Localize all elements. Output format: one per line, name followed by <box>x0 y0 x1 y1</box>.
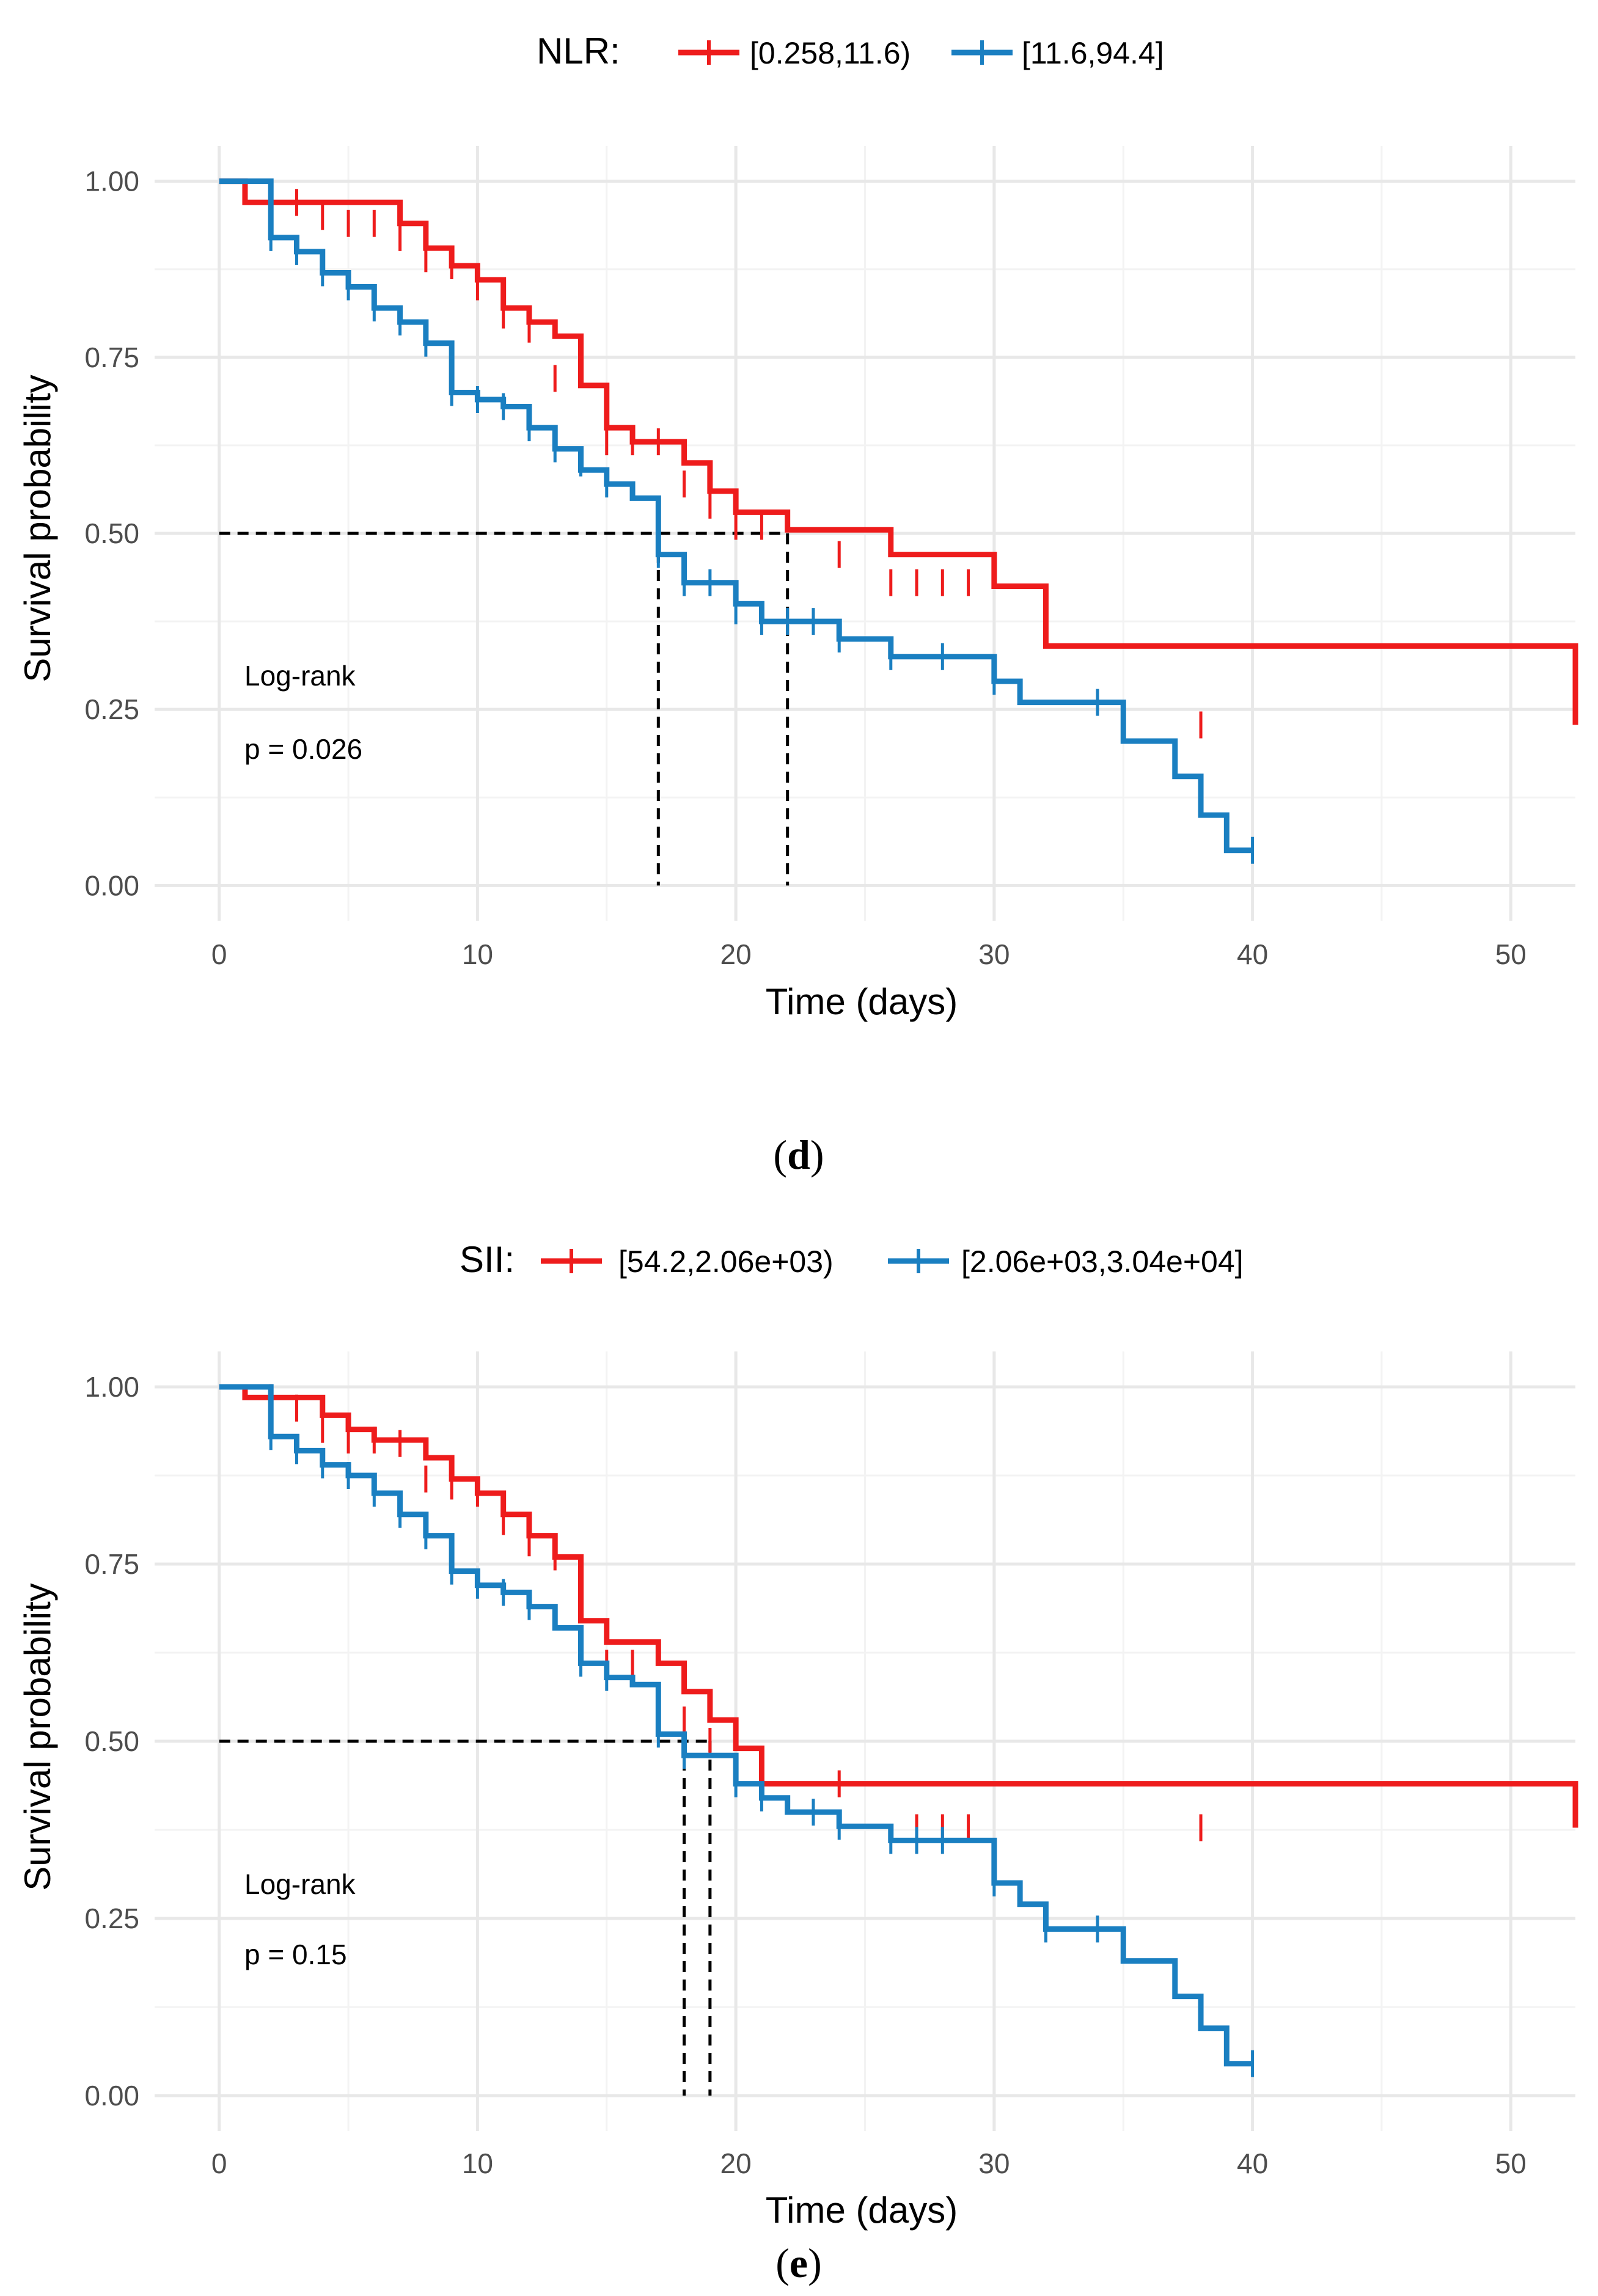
series-layer <box>219 1384 1578 2077</box>
x-tick-label: 10 <box>462 938 493 970</box>
legend-title: SII: <box>460 1239 515 1280</box>
logrank-label: Log-rank <box>244 1868 356 1900</box>
series-blue <box>219 1384 1255 2077</box>
x-tick-label: 20 <box>720 938 752 970</box>
x-axis-title: Time (days) <box>766 981 958 1022</box>
legend-label-blue: [11.6,94.4] <box>1022 36 1164 70</box>
y-tick-label: 0.50 <box>84 517 139 549</box>
y-axis-title: Survival probability <box>17 375 58 682</box>
y-tick-label: 0.00 <box>84 2080 139 2111</box>
x-tick-label: 50 <box>1495 2148 1527 2179</box>
legend-label-blue: [2.06e+03,3.04e+04] <box>961 1245 1244 1279</box>
y-tick-label: 0.00 <box>84 869 139 901</box>
x-tick-label: 0 <box>211 938 227 970</box>
x-tick-label: 40 <box>1237 2148 1268 2179</box>
pvalue-label: p = 0.026 <box>244 733 362 765</box>
legend-title: NLR: <box>537 31 620 71</box>
legend-sii: SII: [54.2,2.06e+03) [2.06e+03,3.04e+04] <box>460 1239 1244 1280</box>
panel-d: NLR: [0.258,11.6) [11.6,94.4] 0 10 20 30 40 5… <box>17 31 1578 1178</box>
series-layer <box>219 178 1578 864</box>
caption-letter-e: e <box>790 2240 808 2286</box>
x-tick-label: 40 <box>1237 938 1268 970</box>
y-tick-label: 1.00 <box>84 1371 139 1403</box>
y-tick-label: 0.75 <box>84 342 139 373</box>
y-tick-label: 0.50 <box>84 1725 139 1757</box>
x-tick-label: 50 <box>1495 938 1527 970</box>
y-tick-label: 0.75 <box>84 1548 139 1580</box>
axis-ticks: 0 10 20 30 40 50 0.00 0.25 0.50 0.75 1.00 <box>84 166 1526 970</box>
km-chart-nlr: NLR: [0.258,11.6) [11.6,94.4] 0 10 20 30 40 5… <box>17 31 1578 1178</box>
x-tick-label: 0 <box>211 2148 227 2179</box>
legend-nlr: NLR: [0.258,11.6) [11.6,94.4] <box>537 31 1164 71</box>
y-tick-label: 1.00 <box>84 166 139 197</box>
x-tick-label: 30 <box>978 938 1010 970</box>
y-tick-label: 0.25 <box>84 1903 139 1934</box>
km-chart-sii: SII: [54.2,2.06e+03) [2.06e+03,3.04e+04]… <box>17 1239 1578 2286</box>
x-tick-label: 10 <box>462 2148 493 2179</box>
series-red <box>219 1384 1578 1841</box>
y-tick-label: 0.25 <box>84 693 139 725</box>
legend-label-red: [0.258,11.6) <box>750 36 911 70</box>
caption-d: (d) <box>773 1132 824 1178</box>
caption-e: (e) <box>775 2240 822 2286</box>
survival-curve <box>219 178 1578 725</box>
median-lines <box>219 1739 712 2096</box>
logrank-label: Log-rank <box>244 660 356 692</box>
median-lines <box>219 532 790 886</box>
series-red <box>219 178 1578 739</box>
caption-letter-d: d <box>787 1132 810 1178</box>
x-axis-title: Time (days) <box>766 2190 958 2231</box>
series-blue <box>219 178 1255 864</box>
x-tick-label: 30 <box>978 2148 1010 2179</box>
survival-curve <box>219 1384 1578 1828</box>
pvalue-label: p = 0.15 <box>244 1939 347 1970</box>
panel-e: SII: [54.2,2.06e+03) [2.06e+03,3.04e+04]… <box>0 1207 1598 2296</box>
y-axis-title: Survival probability <box>17 1583 58 1891</box>
legend-label-red: [54.2,2.06e+03) <box>618 1245 834 1279</box>
axis-ticks: 0 10 20 30 40 50 0.00 0.25 0.50 0.75 1.00 <box>84 1371 1526 2179</box>
x-tick-label: 20 <box>720 2148 752 2179</box>
